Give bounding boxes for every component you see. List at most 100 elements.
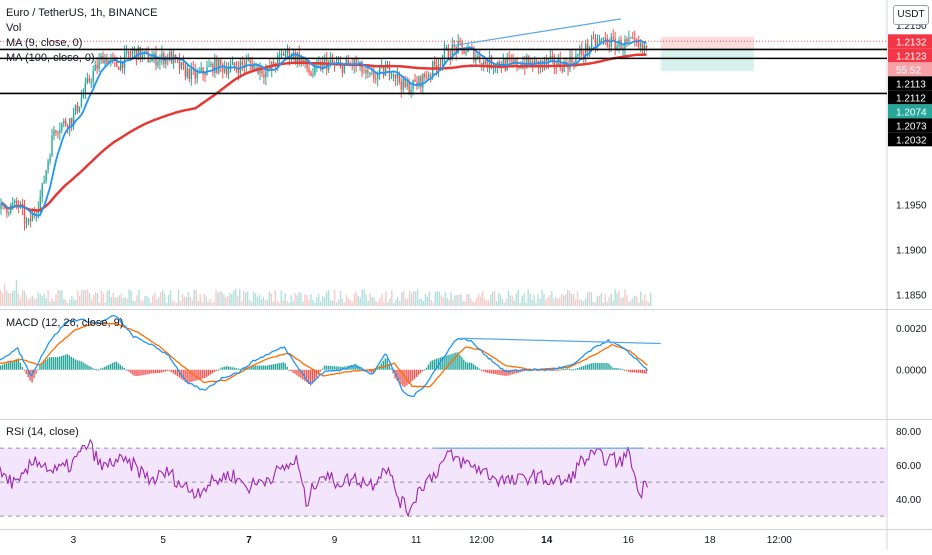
volume-bar	[280, 290, 282, 306]
candle-body	[402, 78, 404, 90]
volume-bar	[458, 294, 460, 306]
volume-bar	[235, 289, 237, 306]
candle-body	[157, 61, 159, 66]
volume-bar	[403, 290, 405, 306]
volume-bar	[592, 301, 595, 306]
x-tick-label: 3	[71, 535, 77, 546]
candle-body	[408, 82, 410, 94]
candle-body	[269, 66, 271, 70]
macd-histogram-bar	[72, 358, 74, 370]
candle-body	[539, 61, 542, 68]
rsi-tick-label: 40.00	[896, 495, 921, 506]
volume-bar	[389, 298, 391, 306]
macd-histogram-bar	[200, 369, 202, 380]
candle-body	[155, 53, 157, 66]
candle-body	[331, 60, 334, 64]
candle-body	[329, 60, 332, 63]
volume-bar	[57, 290, 59, 306]
volume-bar	[144, 295, 146, 306]
volume-bar	[509, 295, 512, 306]
candle-body	[410, 89, 412, 94]
volume-bar	[15, 280, 18, 306]
volume-bar	[557, 298, 559, 306]
macd-histogram-bar	[219, 368, 222, 370]
volume-bar	[138, 289, 140, 306]
candle-body	[600, 39, 603, 41]
volume-bar	[397, 297, 399, 306]
price-tick-label: 1.1950	[896, 201, 927, 212]
candle-body	[129, 54, 132, 56]
macd-histogram-bar	[547, 369, 549, 371]
candle-body	[68, 118, 71, 129]
volume-bar	[304, 294, 306, 306]
ma9-legend[interactable]: MA (9, close, 0)	[6, 37, 83, 49]
rsi-legend[interactable]: RSI (14, close)	[6, 426, 79, 438]
volume-bar	[94, 292, 97, 306]
candle-body	[557, 59, 559, 67]
candle-body	[363, 72, 365, 74]
volume-bar	[306, 294, 308, 306]
volume-bar	[215, 290, 217, 306]
volume-bar	[533, 295, 535, 306]
volume-bar	[341, 299, 344, 306]
candle-body	[443, 47, 446, 58]
macd-histogram-bar	[211, 369, 214, 374]
volume-bar	[132, 300, 134, 306]
candle-body	[59, 130, 61, 134]
volume-bar	[300, 292, 302, 306]
candle-body	[12, 203, 14, 205]
candle-body	[632, 37, 634, 39]
volume-bar	[23, 290, 26, 306]
candle-body	[178, 59, 181, 69]
macd-histogram-bar	[21, 367, 23, 370]
macd-legend[interactable]: MACD (12, 26, close, 9)	[6, 317, 124, 329]
candle-body	[643, 45, 646, 49]
macd-histogram-bar	[468, 362, 471, 370]
volume-bar	[565, 294, 567, 306]
price-tick-label: 1.2150	[896, 21, 927, 32]
volume-bar	[517, 289, 519, 306]
macd-histogram-bar	[1, 364, 4, 370]
macd-histogram-bar	[127, 369, 129, 372]
volume-bar	[118, 295, 120, 306]
candle-body	[284, 52, 287, 56]
macd-histogram-bar	[457, 352, 459, 370]
candle-body	[127, 51, 130, 55]
ma100-legend[interactable]: MA (100, close, 0)	[6, 52, 95, 64]
volume-bar	[136, 295, 138, 306]
x-tick-label: 16	[623, 535, 635, 546]
macd-histogram-bar	[300, 369, 302, 379]
rsi-line	[0, 438, 649, 518]
candle-body	[119, 61, 122, 70]
volume-bar	[175, 302, 178, 306]
macd-histogram-bar	[380, 363, 383, 370]
currency-badge[interactable]: USDT	[893, 5, 929, 25]
candle-body	[528, 56, 530, 64]
volume-bar	[122, 298, 124, 306]
macd-histogram-bar	[625, 369, 628, 371]
macd-histogram-bar	[43, 361, 45, 370]
candle-body	[135, 48, 138, 61]
volume-bar	[570, 293, 573, 306]
macd-histogram-bar	[331, 366, 333, 370]
candle-body	[406, 82, 408, 87]
volume-bar	[586, 292, 589, 306]
candle-body	[76, 104, 79, 112]
macd-histogram-bar	[202, 369, 204, 379]
macd-histogram-bar	[400, 369, 402, 385]
volume-bar	[578, 299, 581, 306]
candle-body	[594, 37, 597, 46]
volume-bar	[3, 283, 6, 306]
candle-body	[186, 68, 189, 77]
vol-legend[interactable]: Vol	[6, 22, 22, 34]
macd-histogram-bar	[166, 369, 169, 372]
volume-bar	[399, 300, 401, 306]
macd-histogram-bar	[27, 369, 29, 378]
volume-bar	[241, 301, 243, 306]
volume-bar	[527, 289, 529, 306]
volume-bar	[274, 290, 276, 306]
macd-histogram-bar	[278, 363, 281, 370]
macd-histogram-bar	[182, 369, 184, 381]
candle-body	[131, 51, 134, 56]
symbol-title[interactable]: Euro / TetherUS, 1h, BINANCE	[6, 7, 158, 19]
